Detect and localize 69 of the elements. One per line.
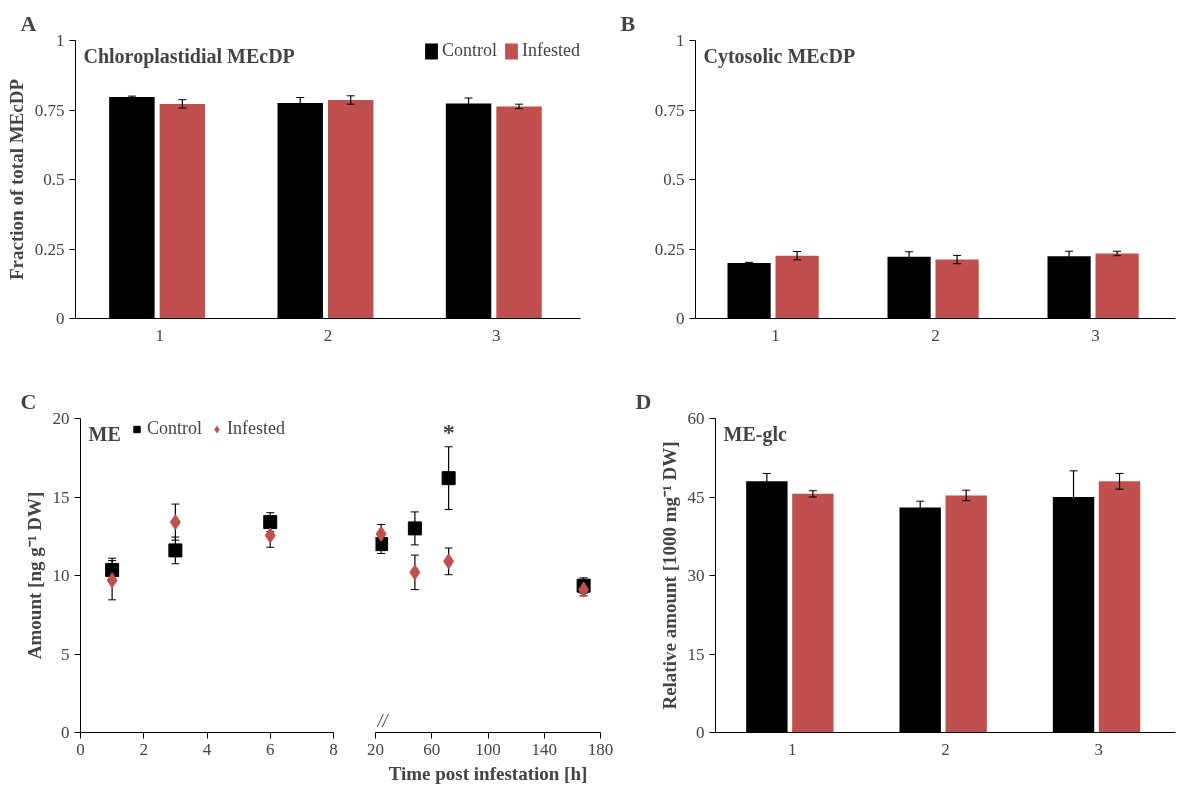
y-tick-label: 15 (687, 644, 705, 664)
x-tick-label: 180 (587, 739, 614, 759)
y-tick-label: 5 (61, 644, 70, 664)
chart-title: Cytosolic MEcDP (703, 44, 856, 68)
x-tick-label: 6 (266, 739, 275, 759)
x-tick-label: 2 (139, 739, 148, 759)
y-tick-label: 1 (676, 31, 685, 50)
x-tick-label: 2 (323, 325, 333, 345)
y-tick-label: 20 (52, 409, 70, 428)
x-tick-label: 3 (1094, 739, 1104, 759)
x-tick-label: 140 (531, 739, 557, 759)
x-tick-label: 3 (492, 325, 501, 345)
y-tick-label: 0 (696, 723, 705, 742)
text: C (20, 388, 37, 414)
y-axis-title: Relative amount [1000 mg⁻¹ DW] (658, 441, 680, 710)
y-tick-label: 0.75 (34, 100, 65, 120)
point (168, 543, 183, 558)
legend-label: Control (147, 418, 203, 439)
y-tick-label: 0.25 (34, 239, 65, 259)
point (106, 572, 118, 589)
chart-title: ME-glc (723, 422, 787, 446)
point (264, 527, 276, 544)
y-tick-label: 30 (687, 566, 705, 585)
annotation: // (376, 710, 390, 731)
y-tick-label: 0 (61, 723, 70, 742)
x-tick-label: 8 (329, 739, 338, 759)
legend-label: Infested (522, 40, 580, 61)
bar (945, 495, 987, 733)
bar (792, 493, 834, 733)
point (407, 521, 422, 536)
legend-label: Control (442, 40, 498, 61)
x-tick-label: 1 (787, 739, 797, 759)
chart-title: ME (88, 422, 121, 445)
x-tick-label: 1 (155, 325, 164, 345)
y-tick-label: 60 (687, 409, 705, 428)
chart-title: Chloroplastidial MEcDP (83, 44, 295, 68)
y-tick-label: 0 (676, 309, 685, 328)
x-tick-label: 1 (771, 325, 780, 345)
x-tick-label: 100 (475, 739, 501, 759)
y-tick-label: 0 (56, 309, 65, 328)
x-tick-label: 4 (202, 739, 212, 759)
text: A (20, 10, 37, 36)
x-tick-label: 2 (941, 739, 950, 759)
x-tick-label: 2 (931, 325, 940, 345)
x-axis-title: Time post infestation [h] (388, 762, 588, 784)
y-tick-label: 45 (687, 487, 705, 507)
point (169, 514, 181, 531)
y-tick-label: 10 (52, 566, 70, 585)
x-tick-label: 3 (1091, 325, 1100, 345)
point (441, 471, 456, 486)
text: D (635, 388, 652, 414)
x-tick-label: 60 (423, 739, 441, 759)
legend-label: Infested (227, 418, 285, 439)
y-tick-label: 0.25 (654, 239, 685, 259)
point (409, 564, 421, 581)
y-tick-label: 15 (52, 487, 70, 507)
y-axis-title: Fraction of total MEcDP (5, 78, 27, 281)
bar (1098, 481, 1141, 733)
y-tick-label: 0.75 (654, 100, 685, 120)
point (443, 553, 455, 570)
y-axis-title: Amount [ng g⁻¹ DW] (23, 491, 45, 660)
text: B (620, 10, 636, 36)
x-tick-label: 20 (367, 739, 384, 759)
y-tick-label: 1 (56, 31, 65, 50)
point (578, 581, 590, 598)
x-tick-label: 0 (76, 739, 85, 759)
y-tick-label: 0.5 (43, 170, 65, 189)
annotation: * (442, 418, 455, 445)
y-tick-label: 0.5 (663, 170, 685, 189)
